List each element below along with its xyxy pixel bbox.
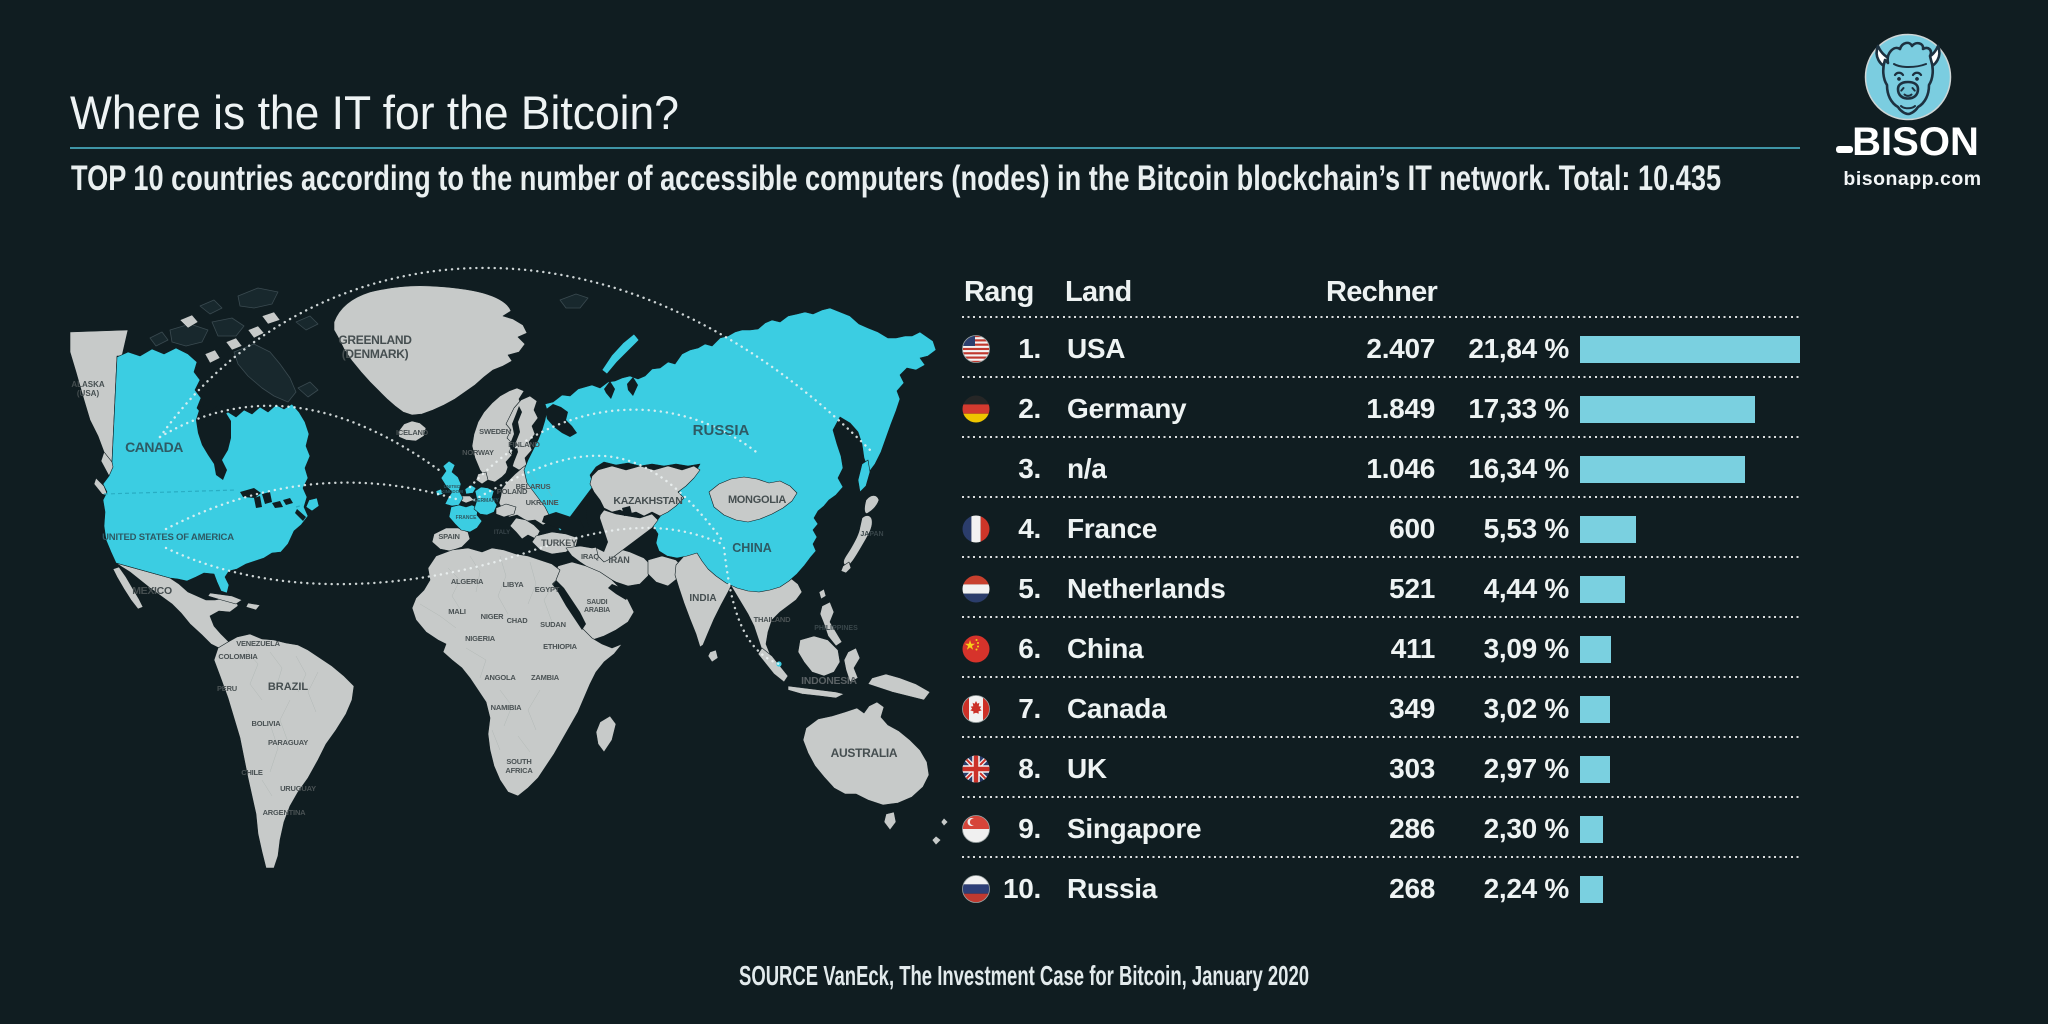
svg-text:COLOMBIA: COLOMBIA: [218, 652, 258, 661]
svg-text:ETHIOPIA: ETHIOPIA: [543, 642, 578, 651]
svg-text:ALGERIA: ALGERIA: [451, 577, 484, 586]
svg-text:VENEZUELA: VENEZUELA: [236, 639, 280, 648]
svg-text:KINGDOM: KINGDOM: [441, 489, 463, 494]
svg-text:NIGER: NIGER: [481, 612, 505, 621]
svg-text:MEXICO: MEXICO: [132, 585, 172, 597]
svg-text:GERMANY: GERMANY: [473, 498, 499, 504]
svg-text:BRAZIL: BRAZIL: [268, 681, 309, 693]
svg-text:TURKEY: TURKEY: [541, 538, 577, 548]
svg-text:BOLIVIA: BOLIVIA: [251, 719, 281, 728]
svg-text:ITALY: ITALY: [494, 530, 510, 536]
svg-text:FINLAND: FINLAND: [508, 440, 540, 449]
svg-text:KAZAKHSTAN: KAZAKHSTAN: [613, 495, 682, 507]
svg-text:ARGENTINA: ARGENTINA: [263, 808, 307, 817]
svg-text:THAILAND: THAILAND: [754, 615, 792, 624]
svg-text:NAMIBIA: NAMIBIA: [491, 703, 522, 712]
svg-text:INDIA: INDIA: [689, 593, 716, 604]
svg-text:ARABIA: ARABIA: [584, 607, 610, 614]
svg-text:ALASKA: ALASKA: [71, 380, 105, 389]
svg-text:AUSTRALIA: AUSTRALIA: [831, 746, 898, 760]
svg-text:NIGERIA: NIGERIA: [465, 634, 496, 643]
svg-text:(USA): (USA): [77, 389, 100, 398]
svg-text:PERU: PERU: [217, 684, 237, 693]
svg-text:PARAGUAY: PARAGUAY: [268, 738, 308, 747]
svg-text:EGYPT: EGYPT: [535, 585, 560, 594]
svg-text:RUSSIA: RUSSIA: [693, 422, 750, 439]
svg-text:INDONESIA: INDONESIA: [801, 675, 857, 687]
svg-text:PHILIPPINES: PHILIPPINES: [814, 625, 858, 632]
svg-text:IRAN: IRAN: [608, 555, 629, 565]
svg-text:ZAMBIA: ZAMBIA: [531, 673, 560, 682]
svg-text:UNITED STATES OF AMERICA: UNITED STATES OF AMERICA: [102, 532, 234, 543]
svg-text:(DENMARK): (DENMARK): [342, 347, 409, 361]
svg-text:CHINA: CHINA: [732, 541, 772, 555]
svg-text:NORWAY: NORWAY: [462, 448, 494, 457]
svg-text:MALI: MALI: [448, 607, 466, 616]
svg-text:FRANCE: FRANCE: [456, 515, 477, 521]
svg-text:CANADA: CANADA: [125, 439, 183, 455]
svg-text:ANGOLA: ANGOLA: [484, 673, 516, 682]
svg-text:LIBYA: LIBYA: [503, 580, 525, 589]
svg-text:SPAIN: SPAIN: [438, 532, 459, 541]
svg-text:JAPAN: JAPAN: [860, 531, 883, 538]
svg-text:UKRAINE: UKRAINE: [526, 498, 559, 507]
svg-text:SAUDI: SAUDI: [587, 599, 608, 606]
svg-text:SOUTH: SOUTH: [506, 757, 531, 766]
svg-text:BELARUS: BELARUS: [516, 482, 551, 491]
svg-text:UNITED: UNITED: [444, 484, 462, 489]
svg-text:IRAQ: IRAQ: [581, 552, 599, 561]
svg-text:CHAD: CHAD: [507, 616, 529, 625]
svg-text:POLAND: POLAND: [497, 487, 528, 496]
svg-text:SUDAN: SUDAN: [540, 620, 566, 629]
svg-text:URUGUAY: URUGUAY: [280, 784, 316, 793]
svg-text:CHILE: CHILE: [241, 768, 263, 777]
svg-text:GREENLAND: GREENLAND: [338, 333, 412, 347]
svg-text:ICELAND: ICELAND: [396, 428, 429, 437]
svg-text:AFRICA: AFRICA: [505, 766, 533, 775]
svg-text:MONGOLIA: MONGOLIA: [728, 494, 786, 506]
svg-text:SWEDEN: SWEDEN: [479, 427, 511, 436]
